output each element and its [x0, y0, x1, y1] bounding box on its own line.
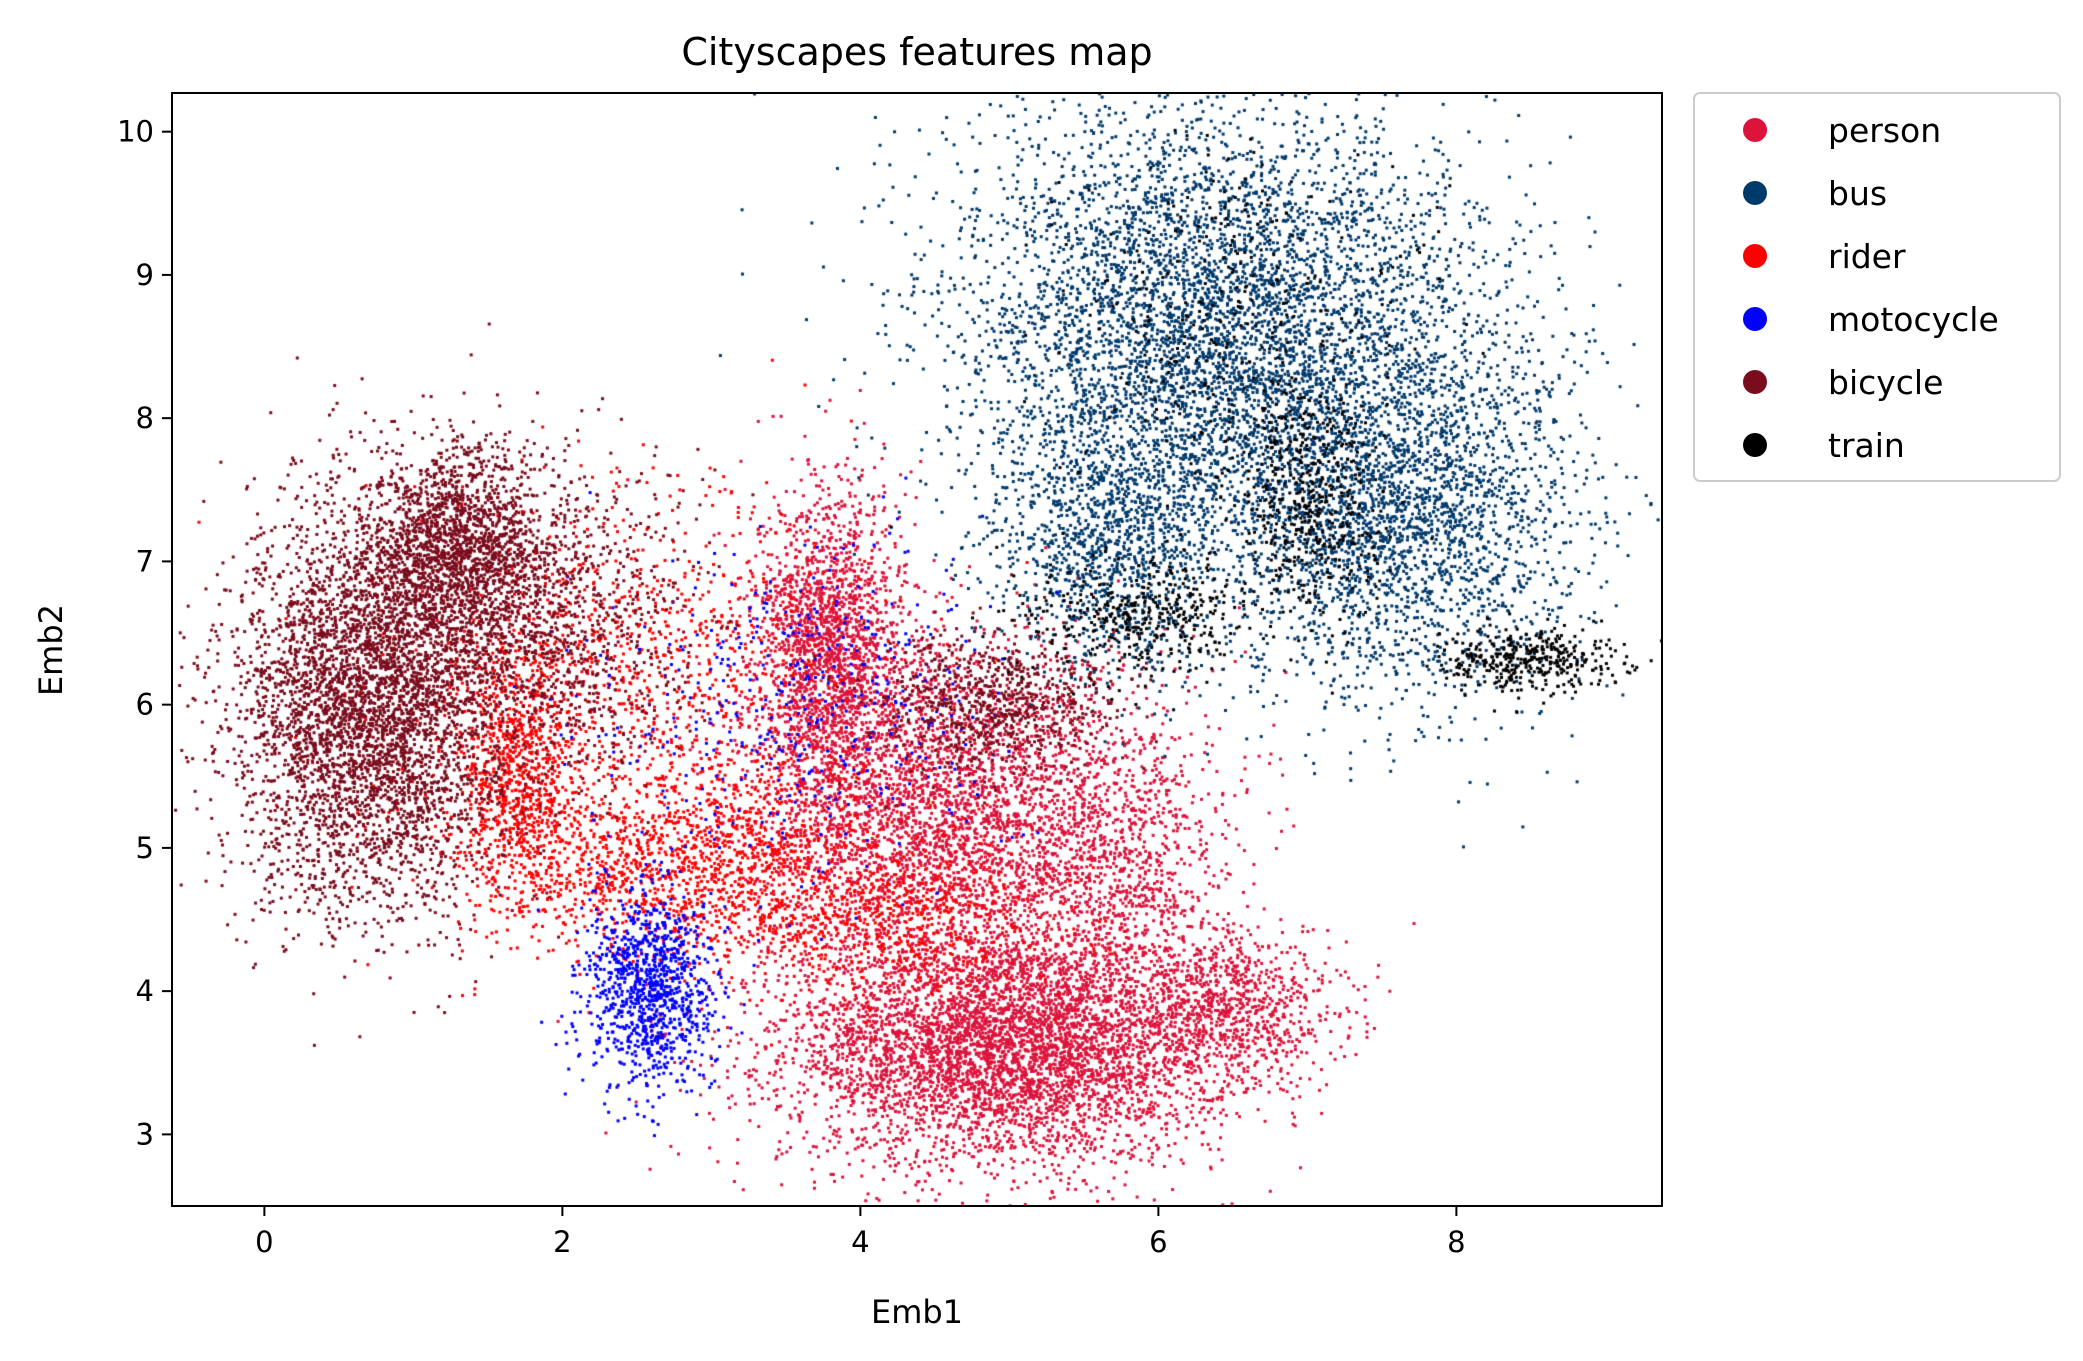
x-tick-label: 2: [553, 1225, 571, 1259]
legend-marker-motocycle: [1743, 307, 1767, 331]
y-axis-label: Emb2: [32, 604, 70, 696]
legend: person bus rider motocycle bicycle train: [1693, 92, 2061, 482]
chart-title: Cityscapes features map: [681, 30, 1152, 74]
y-tick-label: 10: [117, 115, 154, 149]
scatter-point-cloud: [172, 93, 1662, 1206]
y-tick-label: 9: [136, 258, 154, 292]
legend-label-rider: rider: [1828, 237, 1906, 276]
x-axis-ticks: 0 2 4 6 8: [255, 1206, 1466, 1259]
scatter-points: [172, 93, 1662, 1206]
legend-marker-rider: [1743, 244, 1767, 268]
x-tick-label: 6: [1149, 1225, 1167, 1259]
y-tick-label: 5: [136, 831, 154, 865]
legend-marker-bus: [1743, 181, 1767, 205]
y-tick-label: 4: [136, 974, 154, 1008]
legend-frame: [1693, 92, 2061, 482]
legend-label-train: train: [1828, 426, 1905, 465]
y-tick-label: 7: [136, 544, 154, 578]
x-tick-label: 4: [851, 1225, 869, 1259]
legend-marker-train: [1743, 433, 1767, 457]
x-axis-label: Emb1: [871, 1293, 963, 1331]
legend-label-motocycle: motocycle: [1828, 300, 1999, 339]
y-axis-ticks: 3 4 5 6 7 8 9 10: [117, 115, 172, 1151]
x-tick-label: 0: [255, 1225, 273, 1259]
legend-label-person: person: [1828, 111, 1941, 150]
plot-frame: [171, 92, 1663, 1207]
y-tick-label: 3: [136, 1117, 154, 1151]
legend-marker-person: [1743, 118, 1767, 142]
legend-label-bicycle: bicycle: [1828, 363, 1943, 402]
y-tick-label: 6: [136, 688, 154, 722]
legend-marker-bicycle: [1743, 370, 1767, 394]
y-tick-label: 8: [136, 401, 154, 435]
x-tick-label: 8: [1447, 1225, 1465, 1259]
legend-label-bus: bus: [1828, 174, 1887, 213]
